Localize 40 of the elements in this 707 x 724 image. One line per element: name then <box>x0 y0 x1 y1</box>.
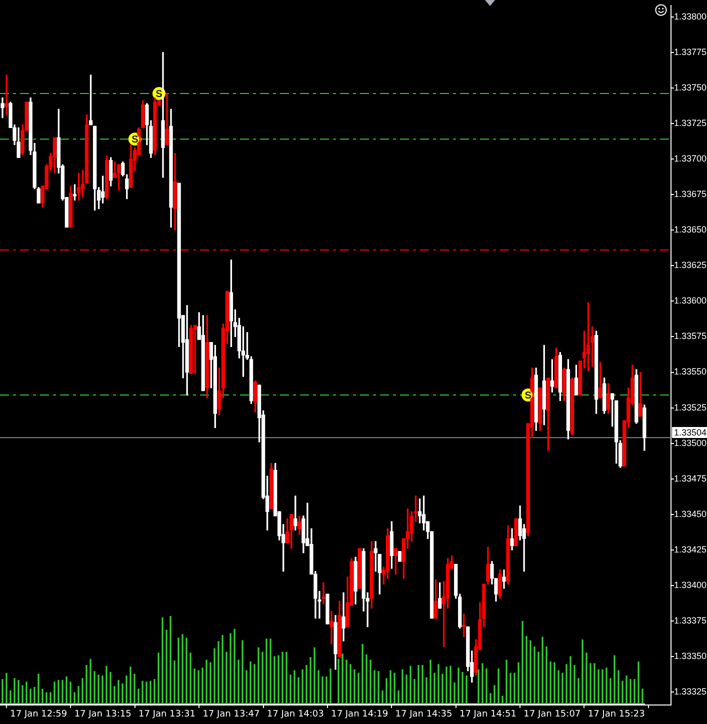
y-tick-label: 1.33700 <box>674 153 707 164</box>
data-label: S <box>524 390 532 402</box>
y-tick-label: 1.33750 <box>674 82 707 92</box>
y-tick-label: 1.33725 <box>674 118 707 128</box>
candlestick <box>342 592 346 642</box>
y-tick-label: 1.33475 <box>674 473 707 484</box>
y-tick-label: 1.33400 <box>674 580 707 590</box>
ref-line-label: 1.33504 <box>674 427 707 438</box>
y-tick-label: 1.33450 <box>674 508 707 519</box>
y-tick-label: 1.33650 <box>674 224 707 235</box>
x-tick-label: 17 Jan 12:59 <box>10 710 68 720</box>
y-tick-label: 1.33500 <box>674 438 707 448</box>
candlestick <box>330 610 334 644</box>
x-tick-label: 17 Jan 15:07 <box>524 710 581 720</box>
y-tick-label: 1.33775 <box>674 46 707 57</box>
y-tick-label: 1.33375 <box>674 616 707 626</box>
y-tick-label: 1.33350 <box>674 651 707 662</box>
candlestick <box>4 74 8 116</box>
x-tick-label: 17 Jan 13:31 <box>138 710 196 720</box>
x-tick-label: 17 Jan 13:47 <box>202 710 260 720</box>
y-tick-label: 1.33800 <box>674 11 707 22</box>
y-tick-label: 1.33425 <box>674 544 707 554</box>
data-label: S <box>132 134 139 146</box>
y-tick-label: 1.33550 <box>674 366 707 377</box>
y-tick-label: 1.33575 <box>674 331 707 342</box>
x-tick-label: 17 Jan 13:15 <box>74 710 132 720</box>
x-tick-label: 17 Jan 14:03 <box>266 710 324 720</box>
y-tick-label: 1.33675 <box>674 189 707 200</box>
candlestick <box>161 52 165 178</box>
x-tick-label: 17 Jan 14:51 <box>459 710 516 720</box>
y-tick-label: 1.33600 <box>674 296 707 306</box>
x-tick-label: 17 Jan 15:23 <box>588 710 645 720</box>
x-tick-label: 17 Jan 14:35 <box>395 710 452 720</box>
y-tick-label: 1.33625 <box>674 260 707 270</box>
x-tick-label: 17 Jan 14:19 <box>331 710 388 720</box>
candlestick <box>322 582 326 604</box>
y-tick-label: 1.33525 <box>674 402 707 412</box>
y-tick-label: 1.33325 <box>674 686 707 697</box>
data-label: S <box>156 88 163 100</box>
candlestick <box>0 97 4 118</box>
